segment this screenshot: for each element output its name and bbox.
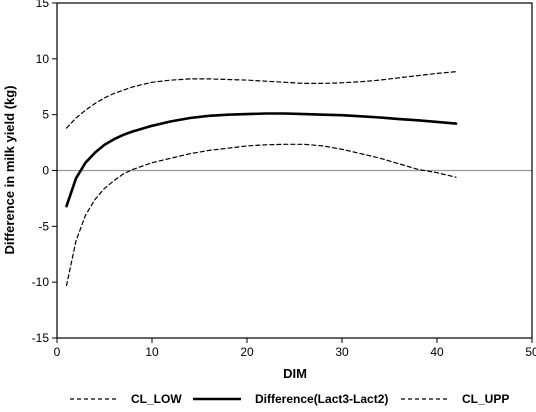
x-tick-label: 20 <box>240 345 254 359</box>
x-tick-label: 0 <box>54 345 61 359</box>
x-axis-title: DIM <box>283 366 307 381</box>
series-line-cl-upp <box>65 71 457 129</box>
y-tick-label: 5 <box>42 108 49 122</box>
y-tick-label: -5 <box>38 219 49 233</box>
series-line-difference-lact3-lact2 <box>65 112 458 208</box>
x-tick-label: 40 <box>430 345 444 359</box>
x-tick-label: 10 <box>145 345 159 359</box>
y-tick-label: -10 <box>32 275 50 289</box>
y-axis-title: Difference in milk yield (kg) <box>2 85 17 254</box>
x-tick-label: 50 <box>525 345 536 359</box>
x-tick-label: 30 <box>335 345 349 359</box>
series-line-cl-low <box>65 143 457 287</box>
legend-label: CL_LOW <box>131 392 182 406</box>
legend-label: CL_UPP <box>462 392 509 406</box>
y-tick-label: -15 <box>32 331 50 345</box>
y-tick-label: 10 <box>36 52 50 66</box>
y-tick-label: 0 <box>42 164 49 178</box>
legend-label: Difference(Lact3-Lact2) <box>255 392 388 406</box>
y-tick-label: 15 <box>36 0 50 10</box>
legend: CL_LOW Difference(Lact3-Lact2) CL_UPP <box>70 392 509 406</box>
plot-area <box>57 71 532 287</box>
axes: 0 10 20 30 40 50 -15 -10 -5 0 5 10 15 <box>32 0 536 359</box>
